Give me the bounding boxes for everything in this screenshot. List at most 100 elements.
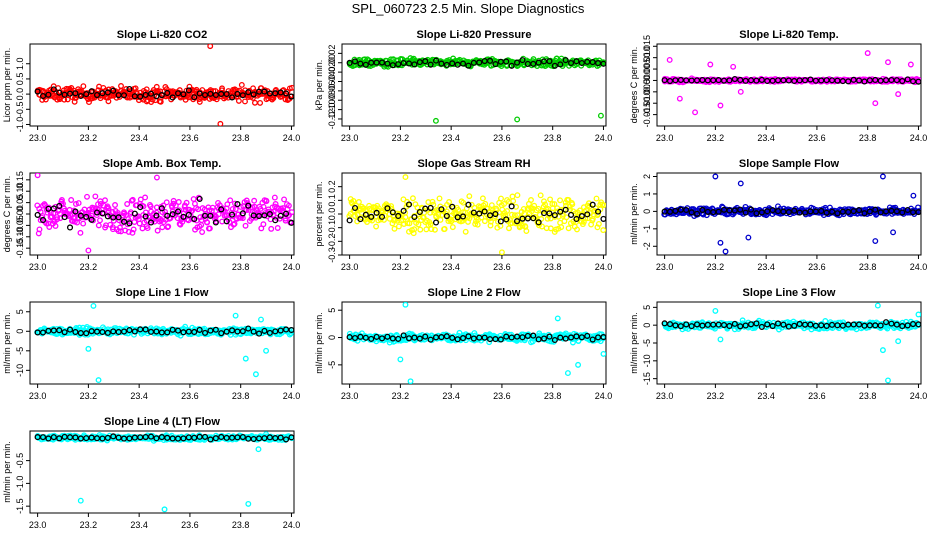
outlier-point <box>90 302 97 309</box>
overlay-point <box>791 322 798 329</box>
y-tick-label: 5 <box>642 305 652 310</box>
x-tick-label: 23.2 <box>392 133 410 143</box>
y-tick-label: -0.005 <box>642 79 652 105</box>
overlay-point <box>131 210 138 217</box>
overlay-point <box>362 211 369 218</box>
overlay-point <box>147 219 155 226</box>
overlay-point <box>432 219 440 226</box>
y-tick-label: 0 <box>642 209 652 214</box>
overlay-point <box>893 321 900 328</box>
overlay-point <box>823 209 830 216</box>
overlay-point <box>266 329 273 336</box>
overlay-point <box>169 211 176 218</box>
overlay-point <box>201 91 209 99</box>
overlay-point <box>595 60 602 67</box>
overlay-point <box>807 76 814 83</box>
overlay-point <box>481 334 488 341</box>
outlier-point <box>263 347 270 354</box>
x-tick-label: 23.2 <box>392 262 410 272</box>
outlier-point <box>885 377 891 384</box>
overlay-point <box>753 320 760 327</box>
x-tick-label: 23.8 <box>232 391 250 401</box>
overlay-point <box>272 328 279 335</box>
data-series <box>661 302 921 384</box>
chart-title: Slope Gas Stream RH <box>417 158 530 170</box>
overlay-point <box>899 209 906 216</box>
overlay-point <box>185 87 192 94</box>
data-point <box>112 202 118 208</box>
overlay-point <box>104 89 111 96</box>
overlay-point <box>432 57 440 64</box>
overlay-point <box>158 205 165 212</box>
data-point <box>124 201 131 207</box>
overlay-point <box>715 208 722 215</box>
y-axis-label: degrees C per min. <box>629 47 639 124</box>
overlay-point <box>164 89 171 97</box>
data-point <box>72 201 79 207</box>
data-point <box>508 211 515 218</box>
data-point <box>481 218 488 225</box>
data-point <box>206 225 213 232</box>
overlay-point <box>50 86 57 93</box>
y-tick-label: -1 <box>642 225 652 233</box>
overlay-point <box>389 62 396 69</box>
overlay-point <box>256 213 263 220</box>
x-tick-label: 23.0 <box>29 133 47 143</box>
overlay-point <box>449 203 456 210</box>
outlier-point <box>252 371 259 378</box>
overlay-point <box>677 323 684 330</box>
overlay-point <box>476 210 483 217</box>
overlay-point <box>850 208 857 215</box>
x-tick-label: 23.8 <box>544 133 562 143</box>
x-tick-label: 24.0 <box>595 133 613 143</box>
overlay-point <box>174 327 182 334</box>
overlay-point <box>893 77 900 84</box>
x-tick-label: 23.0 <box>29 391 47 401</box>
data-point <box>551 201 558 208</box>
overlay-point <box>519 334 526 341</box>
overlay-point <box>223 90 230 98</box>
y-tick-label: 0.010 <box>642 46 652 69</box>
overlay-point <box>212 326 219 333</box>
overlay-point <box>904 76 911 83</box>
overlay-point <box>758 323 765 330</box>
overlay-point <box>742 77 749 84</box>
data-point <box>432 226 438 233</box>
overlay-point <box>50 205 57 212</box>
overlay-point <box>207 327 214 334</box>
data-point <box>472 221 479 227</box>
data-point <box>576 207 583 214</box>
y-tick-label: -0.1 <box>327 220 337 236</box>
overlay-point <box>551 62 558 69</box>
overlay-point <box>688 323 695 330</box>
data-point <box>391 225 398 232</box>
overlay-point <box>174 208 182 215</box>
y-axis-label: kPa per min. <box>314 60 324 111</box>
overlay-point <box>39 434 47 441</box>
data-point <box>595 211 602 217</box>
data-point <box>441 226 448 232</box>
outlier-point <box>907 61 914 68</box>
data-point <box>401 221 407 227</box>
overlay-point <box>405 335 413 342</box>
outlier-point <box>745 234 752 241</box>
data-point <box>159 224 166 231</box>
overlay-point <box>915 321 921 328</box>
plot-frame <box>656 172 922 256</box>
overlay-point <box>288 219 294 226</box>
overlay-point <box>368 335 375 342</box>
overlay-point <box>856 77 863 84</box>
overlay-point <box>666 321 674 328</box>
x-tick-label: 23.6 <box>181 133 199 143</box>
overlay-point <box>180 435 187 442</box>
x-tick-label: 23.0 <box>29 262 47 272</box>
overlay-point <box>791 77 798 85</box>
data-point <box>227 197 234 204</box>
data-point <box>105 98 112 105</box>
page-title: SPL_060723 2.5 Min. Slope Diagnostics <box>351 1 585 16</box>
overlay-point <box>764 321 771 328</box>
outlier-point <box>717 102 724 109</box>
overlay-point <box>683 206 690 214</box>
data-point <box>373 223 380 230</box>
overlay-point <box>104 213 111 220</box>
